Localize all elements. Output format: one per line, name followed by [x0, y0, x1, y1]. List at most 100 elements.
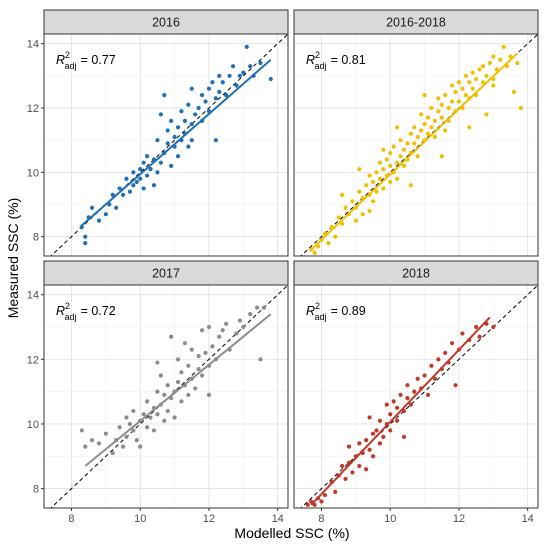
data-point — [131, 428, 136, 433]
data-point — [131, 170, 136, 175]
data-point — [394, 125, 400, 130]
data-point — [487, 60, 492, 66]
data-point — [189, 86, 194, 91]
grid — [294, 34, 538, 256]
data-point — [415, 154, 420, 159]
data-point — [155, 170, 160, 175]
data-point — [367, 447, 372, 452]
data-point — [144, 154, 150, 159]
data-point — [206, 324, 212, 330]
data-point — [364, 438, 369, 443]
data-point — [248, 311, 253, 317]
data-point — [172, 134, 177, 140]
data-point — [162, 93, 167, 98]
data-point — [90, 438, 95, 443]
data-point — [429, 363, 434, 368]
data-point — [158, 160, 163, 165]
data-point — [326, 241, 331, 246]
data-point — [367, 415, 372, 420]
data-point — [90, 205, 95, 210]
data-point — [415, 376, 420, 381]
data-point — [425, 115, 431, 120]
data-point — [227, 73, 232, 78]
data-point — [436, 109, 441, 114]
data-point — [491, 54, 496, 59]
regression-line — [81, 58, 272, 227]
data-point — [151, 428, 157, 433]
data-point — [124, 434, 129, 439]
data-point — [258, 357, 263, 362]
x-tick-label: 8 — [68, 513, 74, 525]
regression-line — [310, 316, 491, 506]
data-point — [230, 64, 236, 69]
panel-border — [43, 284, 289, 509]
data-point — [155, 138, 160, 143]
data-point — [179, 399, 184, 404]
data-point — [388, 428, 393, 433]
data-point — [439, 154, 444, 159]
data-point — [138, 167, 143, 172]
data-point — [388, 150, 393, 156]
data-point — [398, 392, 403, 397]
data-point — [443, 128, 448, 133]
data-point — [79, 428, 84, 433]
data-point — [477, 334, 482, 339]
grid — [294, 285, 538, 508]
data-point — [425, 131, 431, 136]
data-point — [182, 341, 188, 346]
data-point — [151, 183, 157, 188]
plot-content — [300, 285, 538, 508]
data-point — [484, 112, 489, 117]
data-point — [412, 141, 417, 146]
data-point — [394, 418, 400, 423]
panel-strip — [43, 9, 289, 35]
data-point — [127, 421, 133, 427]
data-point — [333, 234, 338, 239]
data-point — [241, 324, 246, 330]
data-point — [370, 431, 376, 436]
data-point — [186, 363, 191, 368]
data-point — [312, 502, 317, 507]
y-tick-label: 10 — [27, 167, 39, 179]
data-point — [456, 80, 462, 85]
data-point — [453, 89, 458, 95]
data-point — [449, 83, 455, 88]
data-point — [234, 331, 239, 336]
data-point — [460, 86, 465, 91]
data-point — [360, 212, 365, 217]
data-point — [179, 109, 184, 114]
panel-background — [44, 285, 288, 508]
data-point — [391, 144, 396, 149]
data-point — [206, 392, 212, 397]
panel-title: 2018 — [402, 267, 430, 281]
r2-subscript: adj — [315, 312, 327, 322]
data-point — [110, 450, 115, 456]
data-point — [429, 105, 434, 111]
data-point — [165, 128, 170, 133]
data-point — [470, 70, 475, 75]
data-point — [343, 205, 348, 210]
data-point — [480, 80, 486, 85]
grid — [44, 285, 288, 508]
r2-value: = 0.89 — [331, 304, 366, 318]
data-point — [165, 408, 170, 414]
x-tick-label: 8 — [318, 513, 324, 525]
data-point — [419, 128, 424, 133]
r2-subscript: adj — [65, 312, 77, 322]
data-point — [237, 73, 242, 78]
data-point — [436, 96, 441, 101]
data-point — [401, 163, 407, 169]
data-point — [148, 415, 153, 420]
data-point — [179, 370, 184, 375]
plot-content — [50, 285, 288, 508]
data-point — [117, 425, 122, 430]
plot-content — [300, 34, 538, 256]
data-point — [439, 115, 444, 120]
data-point — [196, 366, 201, 372]
data-point — [364, 183, 369, 188]
data-point — [511, 89, 517, 95]
x-tick-label: 14 — [272, 513, 284, 525]
data-point — [370, 454, 376, 459]
data-point — [322, 492, 328, 498]
